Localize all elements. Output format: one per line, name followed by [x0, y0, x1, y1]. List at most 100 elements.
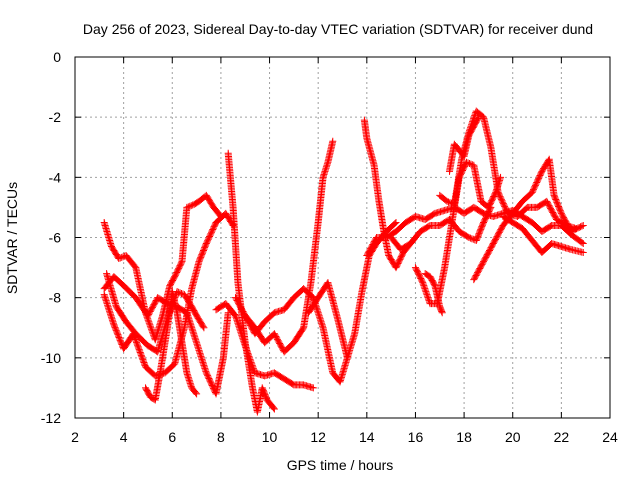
data-point: [147, 325, 155, 333]
data-point: [392, 218, 400, 226]
x-tick-label: 18: [456, 429, 472, 445]
data-point: [187, 202, 195, 210]
data-point: [140, 360, 148, 368]
x-tick-label: 22: [554, 429, 570, 445]
data-point: [424, 294, 432, 302]
data-point: [249, 364, 257, 372]
data-point: [136, 347, 144, 355]
data-point: [579, 240, 587, 248]
x-axis: 2 4 6 8 10 12 14 16 18 20 22 24: [71, 57, 618, 445]
data-point: [248, 360, 256, 368]
data-point: [116, 254, 124, 262]
data-point: [245, 352, 253, 360]
series-track-o: [421, 270, 446, 317]
x-tick-label: 12: [310, 429, 326, 445]
series-track-m: [387, 203, 495, 254]
data-point: [443, 197, 451, 205]
x-axis-label: GPS time / hours: [287, 457, 394, 473]
data-point: [133, 340, 141, 348]
data-point: [419, 280, 427, 288]
series-track-h: [232, 285, 351, 386]
data-point: [242, 345, 250, 353]
data-point: [134, 343, 142, 351]
data-point: [132, 337, 140, 345]
y-axis-label: SDTVAR / TECUs: [4, 182, 20, 294]
data-point: [147, 324, 155, 332]
data-point: [193, 390, 201, 398]
data-point: [145, 319, 153, 327]
x-tick-label: 10: [262, 429, 278, 445]
y-axis: 0 -2 -4 -6 -8 -10 -12: [41, 49, 610, 426]
data-point: [475, 113, 483, 121]
data-point: [248, 361, 256, 369]
data-point: [137, 351, 145, 359]
x-tick-label: 4: [120, 429, 128, 445]
data-point: [423, 291, 431, 299]
data-point: [242, 343, 250, 351]
data-point: [578, 239, 586, 247]
data-point: [329, 137, 337, 145]
y-tick-label: -6: [49, 230, 62, 246]
data-point: [145, 318, 153, 326]
data-point: [497, 173, 505, 181]
y-tick-label: -12: [41, 410, 61, 426]
data-point: [474, 114, 482, 122]
data-point: [438, 309, 446, 317]
data-point: [466, 234, 474, 242]
y-tick-label: -2: [49, 109, 62, 125]
series-track-e: [142, 288, 201, 404]
data-point: [115, 255, 123, 263]
series-track-i: [241, 137, 337, 356]
data-point: [183, 203, 191, 211]
data-point: [241, 342, 249, 350]
data-point: [186, 202, 194, 210]
data-point: [422, 288, 430, 296]
y-tick-label: -8: [49, 290, 62, 306]
data-point: [309, 384, 317, 392]
series-track-p: [436, 107, 580, 232]
data-point: [422, 289, 430, 297]
data-point: [135, 344, 143, 352]
y-tick-label: -10: [41, 350, 61, 366]
series-track-b: [100, 273, 232, 398]
grid: [75, 57, 610, 418]
data-point: [269, 404, 277, 412]
data-point: [424, 295, 432, 303]
data-point: [136, 348, 144, 356]
data-point: [578, 222, 586, 230]
data-point: [243, 348, 251, 356]
data-point: [138, 353, 146, 361]
x-tick-label: 6: [168, 429, 176, 445]
data-point: [418, 277, 426, 285]
data-point: [140, 359, 148, 367]
data-point: [445, 198, 453, 206]
data-point: [133, 338, 141, 346]
data-point: [134, 341, 142, 349]
data-point: [247, 358, 255, 366]
data-point: [200, 324, 208, 332]
data-point: [579, 249, 587, 257]
data-point: [146, 321, 154, 329]
data-point: [472, 109, 480, 117]
data-point: [464, 159, 472, 167]
series-track-a: [100, 191, 225, 344]
series-track-g: [212, 300, 317, 392]
data-series: [100, 107, 587, 416]
data-point: [579, 221, 587, 229]
data-point: [246, 355, 254, 363]
data-point: [419, 279, 427, 287]
data-point: [270, 405, 278, 413]
data-point: [176, 289, 184, 297]
data-point: [421, 285, 429, 293]
data-point: [184, 203, 192, 211]
data-point: [423, 292, 431, 300]
data-point: [247, 357, 255, 365]
y-tick-label: 0: [53, 49, 61, 65]
series-track-q: [446, 113, 483, 175]
data-point: [391, 219, 399, 227]
series-track-s: [499, 212, 587, 257]
data-point: [135, 346, 143, 354]
data-point: [175, 288, 183, 296]
x-tick-label: 20: [505, 429, 521, 445]
